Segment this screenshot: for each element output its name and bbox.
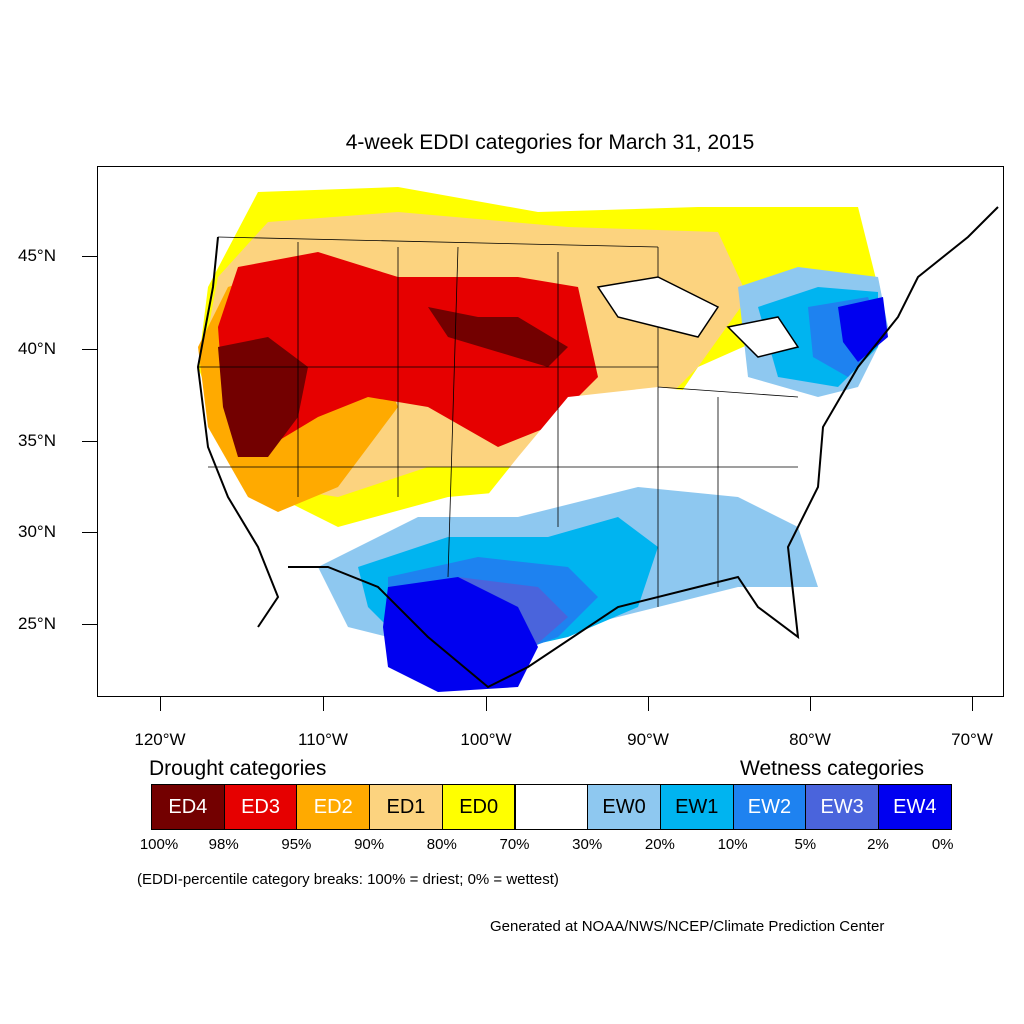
lat-label: 45°N [18,246,56,265]
legend-break-label: 95% [281,836,312,853]
credit-text: Generated at NOAA/NWS/NCEP/Climate Predi… [490,918,885,935]
lon-label: 80°W [789,730,831,749]
legend-note: (EDDI-percentile category breaks: 100% =… [137,871,559,888]
lat-label: 25°N [18,614,56,633]
great-lakes [596,276,800,358]
legend-box-ew3: EW3 [805,784,879,830]
legend-break-label: 0% [931,836,954,853]
legend-box-ed3: ED3 [223,784,298,830]
lat-tick [82,441,97,442]
drought-heading: Drought categories [149,757,327,780]
legend-break-label: 70% [499,836,530,853]
lon-tick [810,697,811,711]
lon-label: 110°W [298,730,348,749]
legend-break-label: 5% [794,836,817,853]
lon-label: 100°W [460,730,512,749]
legend-break-label: 10% [717,836,748,853]
ew4-region [383,577,538,692]
normal-region [478,387,818,527]
lon-label: 90°W [627,730,669,749]
map-title: 4-week EDDI categories for March 31, 201… [345,131,755,154]
lon-label: 70°W [951,730,993,749]
lon-tick [972,697,973,711]
ed3-region [218,252,598,447]
legend-break-label: 20% [644,836,675,853]
lon-tick [648,697,649,711]
ed4-region-north [428,307,568,367]
lat-tick [82,256,97,257]
legend-box-ed4: ED4 [151,784,225,830]
legend-box-ed0: ED0 [441,784,516,830]
lat-label: 30°N [18,522,56,541]
legend-break-label: 98% [208,836,239,853]
legend-box-ed1: ED1 [369,784,443,830]
lat-tick [82,532,97,533]
state-borders [198,236,799,607]
legend-break-label: 100% [139,836,179,853]
lat-tick [82,624,97,625]
legend-break-label: 30% [572,836,603,853]
lon-label: 120°W [134,730,186,749]
wetness-heading: Wetness categories [740,757,925,780]
legend-box-normal [514,784,589,830]
coastline [196,206,999,689]
legend-break-label: 2% [867,836,889,853]
lat-tick [82,349,97,350]
legend-box-ew0: EW0 [587,784,661,830]
lon-tick [486,697,487,711]
eddi-map-canvas [196,187,999,692]
legend-break-label: 80% [426,836,457,853]
legend-box-ew1: EW1 [659,784,734,830]
lat-label: 35°N [18,431,56,450]
legend-box-ew4: EW4 [878,784,952,830]
legend-box-ed2: ED2 [296,784,371,830]
lon-tick [160,697,161,711]
lat-label: 40°N [18,339,56,358]
legend-break-label: 90% [354,836,385,853]
eddi-map [97,166,1004,697]
lon-tick [323,697,324,711]
legend-box-ew2: EW2 [732,784,807,830]
